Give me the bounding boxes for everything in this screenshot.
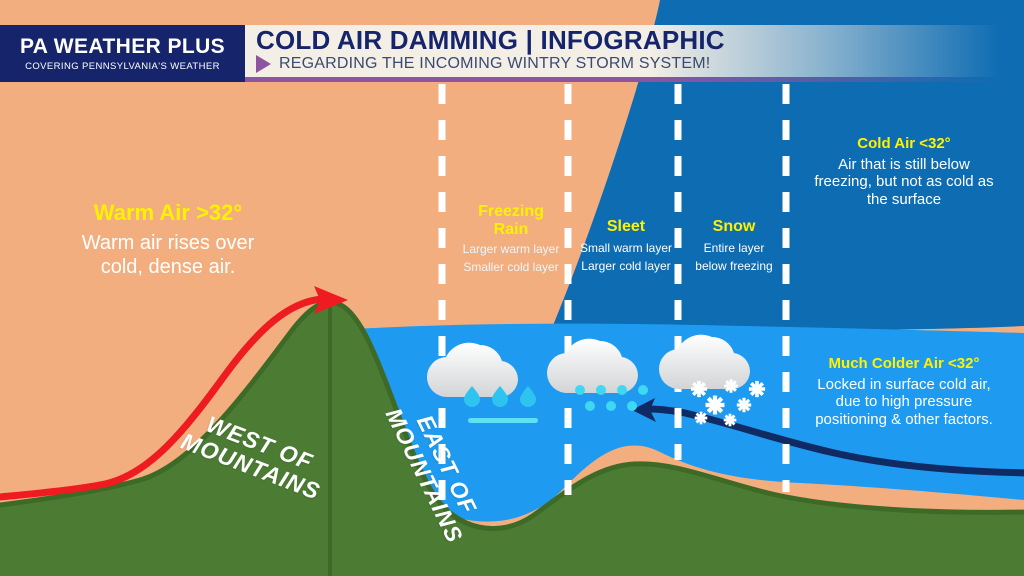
layer-divider-dashes: [438, 84, 790, 500]
warm-air-line-1: Warm air rises over: [81, 231, 255, 254]
page-subtitle: REGARDING THE INCOMING WINTRY STORM SYST…: [279, 55, 711, 73]
warm-air-flow-arrow: [0, 286, 348, 501]
cold-air-line-2: freezing, but not as cold as: [814, 173, 994, 191]
freezing-rain-callout: Freezing Rain Larger warm layer Smaller …: [452, 203, 570, 275]
warm-air-heading: Warm Air >32°: [93, 200, 243, 225]
freezing-rain-heading-line-2: Rain: [493, 220, 529, 238]
cloud-snow-icon: [658, 334, 766, 427]
header-background: [245, 25, 1024, 77]
much-colder-air-heading: Much Colder Air <32°: [828, 355, 980, 372]
sleet-line-1: Small warm layer: [579, 240, 672, 255]
sleet-callout: Sleet Small warm layer Larger cold layer: [572, 218, 680, 273]
snow-heading: Snow: [712, 218, 756, 235]
brand-name: PA WEATHER PLUS: [19, 34, 226, 58]
brand-tagline: COVERING PENNSYLVANIA'S WEATHER: [25, 60, 220, 72]
header-text-group: COLD AIR DAMMING | INFOGRAPHIC REGARDING…: [256, 25, 725, 77]
warm-air-line-2: cold, dense air.: [100, 255, 236, 278]
much-colder-air-line-1: Locked in surface cold air,: [817, 375, 991, 393]
freezing-rain-line-2: Smaller cold layer: [463, 260, 559, 275]
cold-air-line-1: Air that is still below: [838, 155, 970, 173]
ice-accretion-line: [468, 418, 538, 423]
freezing-rain-heading-line-1: Freezing: [478, 203, 544, 220]
brand-logo[interactable]: PA WEATHER PLUS COVERING PENNSYLVANIA'S …: [0, 25, 245, 82]
snow-callout: Snow Entire layer below freezing: [684, 218, 784, 273]
freezing-rain-line-1: Larger warm layer: [462, 242, 560, 257]
cold-air-line-3: the surface: [866, 191, 942, 209]
sleet-heading: Sleet: [606, 218, 646, 235]
cloud-sleet-icon: [546, 338, 648, 411]
sleet-line-2: Larger cold layer: [581, 259, 671, 274]
triangle-right-icon: [256, 55, 271, 74]
snow-line-2: below freezing: [695, 259, 773, 274]
terrain-ground: [0, 302, 1024, 576]
terrain-outline: [0, 299, 1024, 531]
header-underline-rule: [245, 77, 1024, 82]
warm-air-callout: Warm Air >32° Warm air rises over cold, …: [18, 200, 318, 279]
snow-line-1: Entire layer: [703, 240, 765, 255]
header-banner: PA WEATHER PLUS COVERING PENNSYLVANIA'S …: [0, 25, 1024, 82]
cold-air-flow-arrow: [632, 398, 1024, 477]
cold-air-heading: Cold Air <32°: [857, 135, 951, 152]
snowflakes: [690, 379, 766, 427]
cold-air-callout: Cold Air <32° Air that is still below fr…: [790, 135, 1018, 209]
much-colder-air-line-2: due to high pressure: [835, 393, 973, 411]
much-colder-air-callout: Much Colder Air <32° Locked in surface c…: [790, 355, 1018, 429]
page-title: COLD AIR DAMMING | INFOGRAPHIC: [256, 25, 725, 55]
cloud-freezing-rain-icon: [426, 342, 538, 423]
much-colder-air-line-3: positioning & other factors.: [815, 411, 993, 429]
header-subtitle-row: REGARDING THE INCOMING WINTRY STORM SYST…: [256, 55, 725, 74]
